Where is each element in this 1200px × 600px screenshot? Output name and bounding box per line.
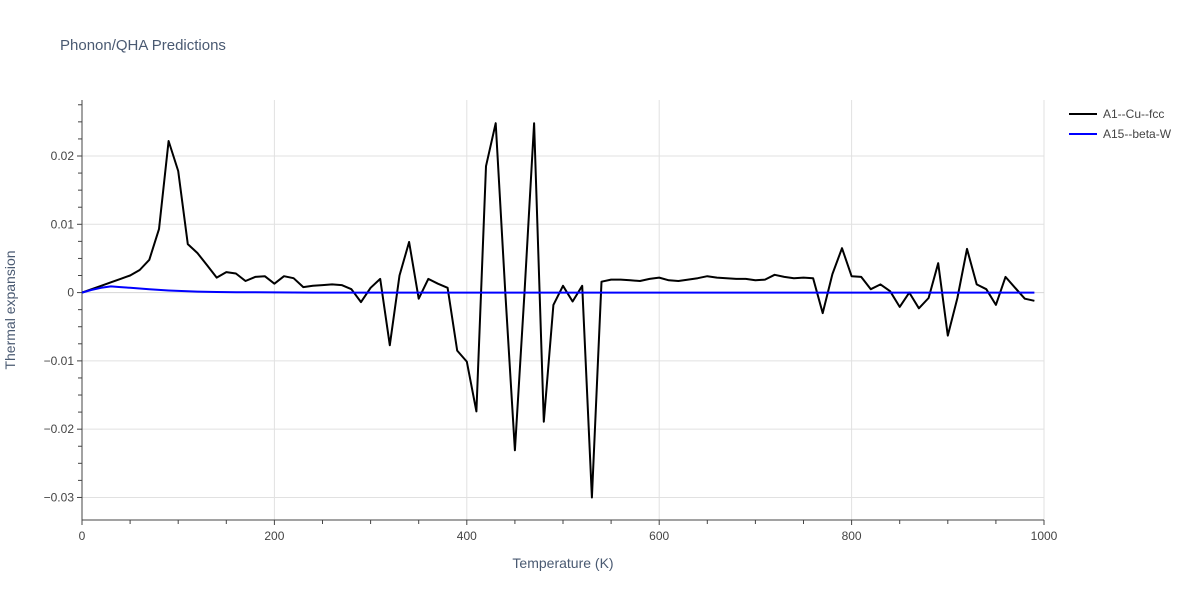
legend-item[interactable]: A1--Cu--fcc [1069,107,1164,121]
x-tick-label: 600 [649,529,669,543]
y-axis-ticks: 0.02 0.01 0 −0.01 −0.02 −0.03 [44,149,75,504]
legend-label: A1--Cu--fcc [1103,107,1164,121]
legend[interactable]: A1--Cu--fcc A15--beta-W [1069,107,1172,141]
y-tick-label: −0.01 [44,354,75,368]
x-axis-ticks: 0 200 400 600 800 1000 [79,529,1058,543]
axes [77,100,1045,525]
x-tick-label: 200 [264,529,284,543]
y-tick-label: −0.02 [44,422,75,436]
legend-item[interactable]: A15--beta-W [1069,127,1172,141]
chart-title: Phonon/QHA Predictions [60,37,226,54]
series-line-1[interactable] [81,122,1035,499]
x-tick-label: 800 [842,529,862,543]
y-tick-label: 0 [67,286,74,300]
legend-label: A15--beta-W [1103,127,1172,141]
x-axis-title: Temperature (K) [512,555,613,571]
y-tick-label: 0.02 [51,149,75,163]
y-tick-label: −0.03 [44,490,75,504]
x-tick-label: 400 [457,529,477,543]
y-axis-title: Thermal expansion [2,250,18,369]
gridlines [82,100,1045,520]
x-tick-label: 1000 [1031,529,1058,543]
series-line-2[interactable] [81,285,1035,294]
series-group [81,122,1035,499]
y-tick-label: 0.01 [51,217,75,231]
x-tick-label: 0 [79,529,86,543]
